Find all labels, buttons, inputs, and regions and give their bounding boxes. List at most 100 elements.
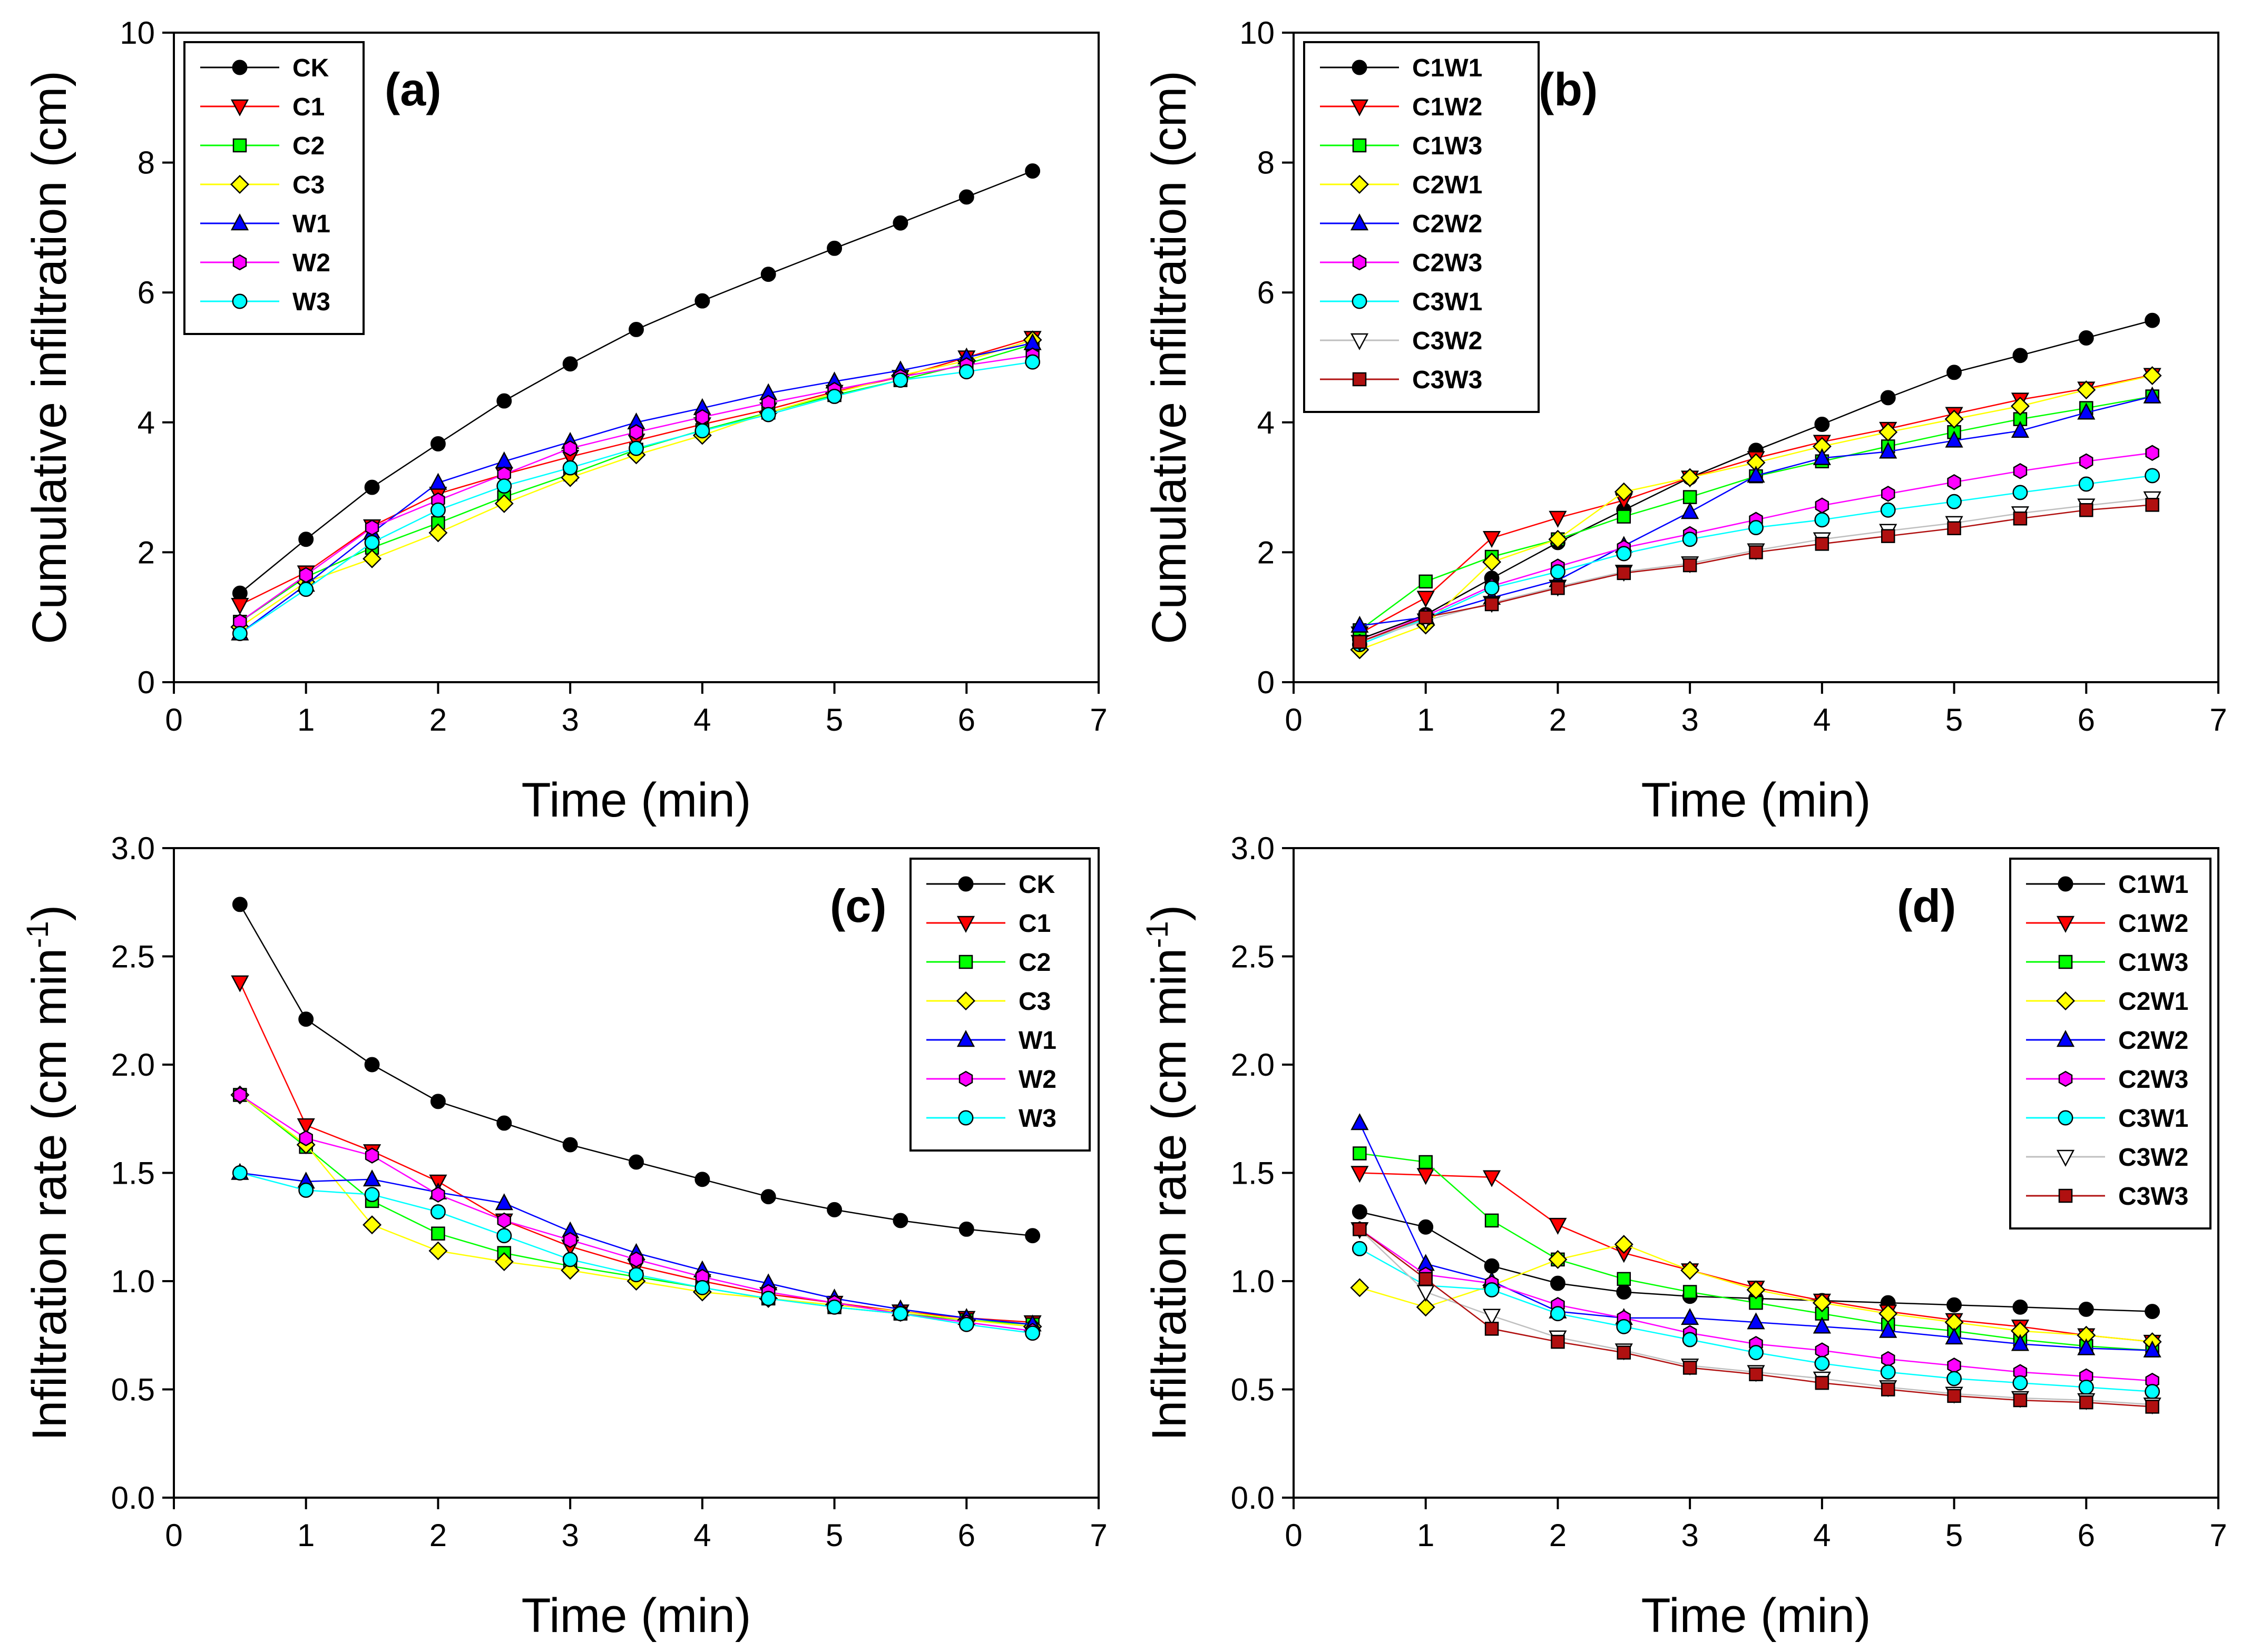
data-point-CK	[1025, 1228, 1041, 1244]
series-CK	[232, 897, 1041, 1244]
data-point-C2W3	[1815, 497, 1829, 514]
y-tick-label: 10	[1239, 15, 1275, 51]
data-point-C3W1	[1880, 502, 1896, 518]
legend-label: C1W2	[1412, 93, 1482, 121]
data-point-C3	[428, 523, 448, 543]
x-tick-label: 1	[297, 702, 315, 738]
data-point-C1	[231, 975, 249, 992]
data-point-C2W3	[1815, 1342, 1829, 1359]
data-point-C1	[297, 1118, 315, 1135]
data-point-C3W1	[1682, 532, 1698, 547]
legend-marker-W1	[956, 1030, 975, 1047]
legend-label: C1	[1019, 910, 1051, 938]
legend-label: C1W1	[1412, 54, 1482, 82]
data-point-C3W1	[1814, 512, 1830, 528]
legend-marker-C2W2	[1350, 213, 1369, 231]
data-point-C3W1	[1352, 1241, 1367, 1256]
x-tick-label: 3	[561, 1518, 579, 1553]
data-point-C3W1	[2145, 468, 2160, 484]
legend-marker-C1W2	[2056, 916, 2075, 933]
data-point-C1W3	[1353, 1146, 1367, 1161]
data-point-W2	[365, 1147, 379, 1164]
data-point-W2	[497, 1212, 511, 1229]
data-point-W3	[893, 1306, 908, 1322]
data-point-C3W1	[2012, 1375, 2028, 1391]
x-tick-label: 5	[826, 1518, 843, 1553]
data-point-W2	[299, 567, 313, 583]
legend-marker-C2W1	[2056, 991, 2075, 1010]
data-point-CK	[629, 1154, 644, 1170]
data-point-C3W1	[1484, 1282, 1500, 1297]
legend-marker-W1	[230, 213, 249, 231]
y-tick-label: 4	[1257, 405, 1275, 440]
panel-label: (d)	[1897, 880, 1956, 932]
legend-box	[909, 858, 1091, 1152]
panel-label: (c)	[830, 880, 887, 932]
data-point-CK	[430, 1094, 446, 1109]
data-point-CK	[827, 240, 843, 256]
y-tick-label: 4	[138, 405, 155, 440]
data-point-C3W1	[1748, 520, 1764, 535]
data-point-CK	[298, 532, 314, 547]
data-point-C1W1	[1880, 390, 1896, 406]
x-axis-title: Time (min)	[1641, 773, 1871, 827]
data-point-C3W1	[1682, 1332, 1698, 1348]
data-point-C3W3	[2013, 512, 2028, 526]
legend-label: C2W1	[1412, 171, 1482, 199]
legend-d: C1W1 C1W2 C1W3 C2W1 C2W2 C2W3 C3W1 C3W2 C3W3	[2009, 858, 2211, 1230]
legend-marker-C3W1	[1352, 293, 1367, 309]
data-point-C3W2	[1482, 1309, 1501, 1326]
y-axis-title-main: Cumulative infiltration (cm)	[1142, 71, 1196, 644]
data-point-W3	[496, 478, 512, 494]
data-point-CK	[232, 897, 248, 912]
data-point-C3W3	[1551, 1334, 1565, 1349]
y-axis-title-tail: )	[23, 905, 76, 921]
data-point-C3W1	[2145, 1384, 2160, 1400]
data-point-C3W3	[1947, 521, 1961, 536]
y-tick-label: 0.0	[1231, 1480, 1275, 1516]
data-point-C3	[363, 549, 382, 568]
data-point-C1W3	[1418, 574, 1433, 589]
legend-label: C3W1	[2118, 1105, 2188, 1133]
data-point-CK	[496, 1115, 512, 1131]
y-tick-label: 10	[120, 15, 155, 51]
data-point-C2W1	[1482, 552, 1502, 572]
data-point-C2W1	[1680, 1261, 1700, 1280]
series-line-C3	[239, 339, 1033, 628]
data-point-C2W2	[2011, 1334, 2030, 1351]
data-point-C1W1	[1484, 1258, 1500, 1274]
y-tick-label: 1.0	[1231, 1264, 1275, 1299]
legend-box	[2009, 858, 2211, 1230]
data-point-W1	[363, 1169, 381, 1187]
data-point-C2W2	[1945, 1327, 1963, 1345]
data-point-C2W1	[1680, 468, 1700, 487]
y-tick-label: 8	[138, 145, 155, 181]
data-point-W3	[562, 460, 578, 476]
data-point-C1W3	[1682, 1285, 1697, 1299]
data-point-C3W1	[1484, 580, 1500, 596]
y-axis-title: Cumulative infiltration (cm)	[1142, 71, 1196, 644]
y-axis-title: Infiltration rate (cm min-1)	[21, 905, 76, 1441]
data-point-C3W3	[1881, 1382, 1895, 1397]
data-point-C1W1	[1352, 1204, 1367, 1220]
data-point-W3	[232, 1165, 248, 1181]
legend-label: C2W3	[2118, 1066, 2188, 1094]
data-point-CK	[893, 215, 908, 231]
data-point-C3W3	[2145, 498, 2159, 512]
legend-marker-W3	[232, 293, 248, 309]
data-point-W3	[958, 364, 974, 380]
series-W3	[232, 1165, 1041, 1341]
data-point-C3W3	[1353, 635, 1367, 649]
data-point-C2W2	[1681, 502, 1699, 519]
legend-marker-C1W1	[2058, 876, 2073, 892]
data-point-C3W3	[1484, 597, 1499, 612]
series-C2W2	[1351, 386, 2161, 633]
data-point-C3W3	[1815, 1375, 1829, 1390]
data-point-C2W3	[1947, 474, 1961, 490]
x-tick-label: 0	[165, 702, 182, 738]
y-tick-label: 3.0	[111, 831, 155, 866]
legend-label: C3W1	[1412, 288, 1482, 316]
y-tick-label: 1.5	[1231, 1156, 1275, 1191]
data-point-W3	[298, 1182, 314, 1198]
y-tick-label: 0	[1257, 665, 1275, 700]
